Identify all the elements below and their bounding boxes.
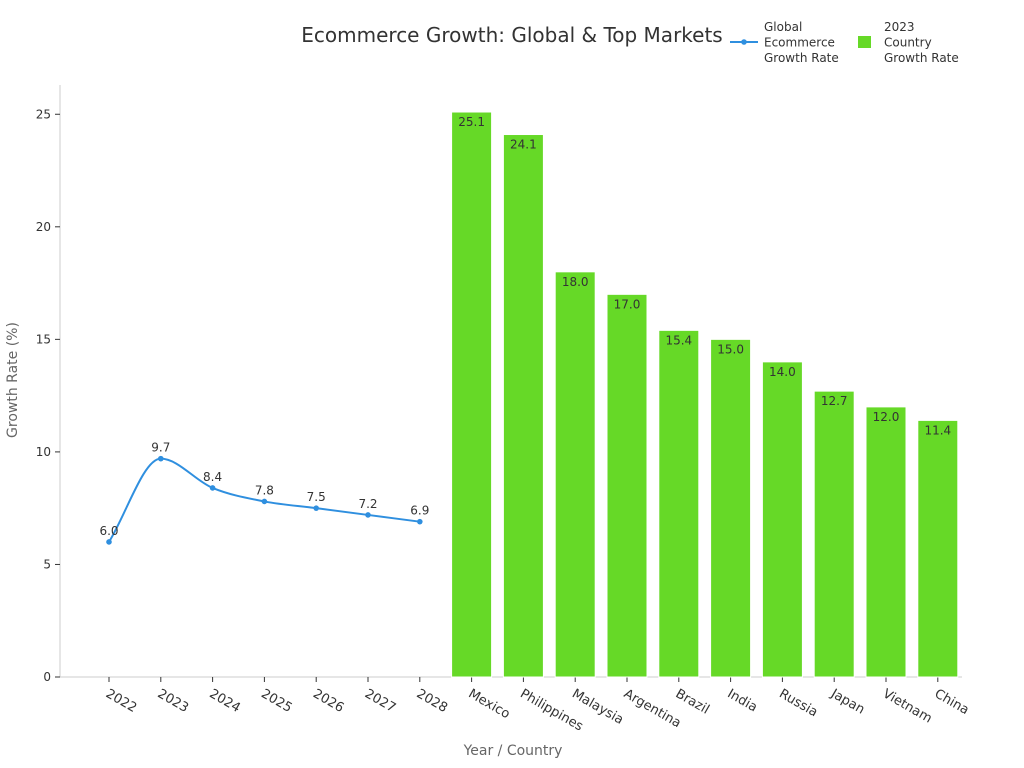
line-point xyxy=(209,485,216,491)
y-tick-label: 20 xyxy=(36,220,51,234)
x-tick-label: India xyxy=(725,686,760,715)
bar-value-label: 17.0 xyxy=(614,297,641,311)
line-series: 6.0 9.7 8.4 7.8 7.5 7.2 6.9 xyxy=(99,441,429,545)
bar xyxy=(554,271,596,678)
y-tick-label: 15 xyxy=(36,332,51,346)
legend-bar-swatch xyxy=(858,36,871,48)
bar xyxy=(813,390,855,678)
bar-value-label: 14.0 xyxy=(769,365,796,379)
x-tick-label: Mexico xyxy=(466,686,513,722)
line-value-label: 7.8 xyxy=(255,483,274,497)
x-tick-label: 2026 xyxy=(310,686,346,716)
chart-title: Ecommerce Growth: Global & Top Markets xyxy=(301,23,722,47)
line-point xyxy=(261,498,268,505)
x-tick-label: China xyxy=(932,686,972,718)
x-tick-label: 2028 xyxy=(414,686,450,716)
y-tick-label: 0 xyxy=(43,670,51,684)
x-tick-label: 2024 xyxy=(207,686,243,716)
line-point xyxy=(106,539,112,545)
line-value-label: 7.2 xyxy=(358,497,377,511)
bar xyxy=(658,329,700,678)
x-axis-title: Year / Country xyxy=(463,743,563,759)
line-value-label: 6.0 xyxy=(99,524,118,538)
x-tick-label: Russia xyxy=(776,686,820,720)
bar xyxy=(761,361,803,678)
bar-value-label: 15.0 xyxy=(717,342,744,356)
bar xyxy=(606,293,648,678)
legend-bar-label: Growth Rate xyxy=(884,51,959,65)
bar-value-label: 11.4 xyxy=(924,423,951,437)
line-point xyxy=(313,505,320,511)
bar xyxy=(865,406,907,678)
legend-line-label: Growth Rate xyxy=(764,51,839,65)
line-value-label: 6.9 xyxy=(410,504,429,518)
x-tick-label: 2027 xyxy=(362,686,398,716)
y-axis-title: Growth Rate (%) xyxy=(5,322,21,438)
line-value-label: 7.5 xyxy=(307,490,326,504)
bar xyxy=(502,134,544,678)
bar-series: 25.1 24.1 18.0 17.0 15.4 15.0 14.0 12.7 12.0 11.4 xyxy=(451,111,959,678)
bar-value-label: 25.1 xyxy=(458,115,485,129)
bar-value-label: 12.0 xyxy=(873,410,900,424)
line-point xyxy=(365,512,371,518)
x-tick-label: Japan xyxy=(827,686,867,718)
x-tick-label: 2025 xyxy=(258,686,294,716)
line-value-label: 9.7 xyxy=(151,441,170,455)
bar-value-label: 12.7 xyxy=(821,394,848,408)
y-tick-label: 25 xyxy=(36,107,51,121)
bar xyxy=(917,419,959,678)
bar xyxy=(451,111,493,678)
line-point xyxy=(158,455,164,462)
line-point xyxy=(417,518,423,525)
x-tick-label: Argentina xyxy=(621,686,683,731)
x-tick-label: 2023 xyxy=(155,686,191,716)
legend-line-label: Global xyxy=(764,20,802,34)
bar-value-label: 15.4 xyxy=(665,333,692,347)
bar-value-label: 18.0 xyxy=(562,275,589,289)
y-tick-label: 10 xyxy=(36,445,51,459)
y-tick-label: 5 xyxy=(43,557,51,571)
bar xyxy=(710,338,752,678)
legend-bar-label: 2023 xyxy=(884,20,915,34)
legend-bar-label: Country xyxy=(884,36,932,50)
x-tick-label: 2022 xyxy=(103,686,139,716)
x-tick-label: Vietnam xyxy=(880,686,934,726)
legend-line-marker xyxy=(741,39,747,45)
legend-line-label: Ecommerce xyxy=(764,36,835,50)
x-tick-label: Brazil xyxy=(673,686,712,717)
bar-value-label: 24.1 xyxy=(510,138,537,152)
line-value-label: 8.4 xyxy=(203,470,222,484)
